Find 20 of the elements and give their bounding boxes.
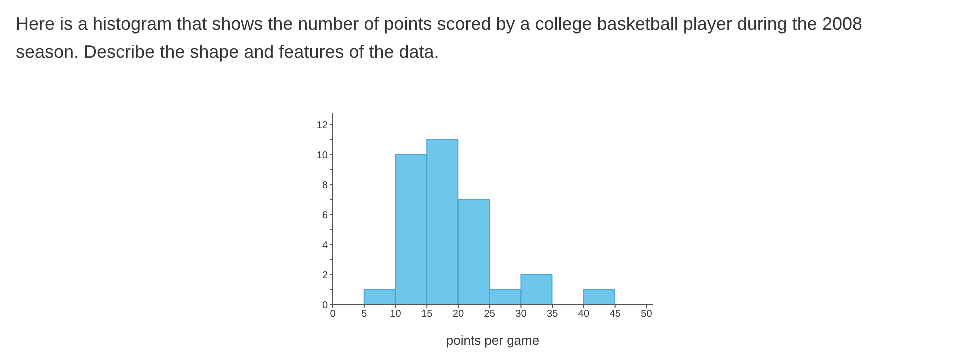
x-tick-label: 40 [578,309,590,320]
y-tick-label: 0 [322,300,328,312]
y-tick-label: 4 [322,240,328,252]
y-tick-label: 12 [316,120,328,132]
x-tick-label: 45 [610,309,622,320]
x-axis-title: points per game [446,333,540,348]
x-tick-label: 0 [330,309,336,320]
x-tick-label: 5 [362,309,368,320]
x-tick-label: 30 [516,309,528,320]
y-tick-label: 2 [322,270,328,282]
y-tick-label: 8 [322,180,328,192]
x-tick-label: 10 [390,309,402,320]
y-tick-label: 6 [322,210,328,222]
chart-title: Here is a histogram that shows the number of points scored by a college basketball player during the 2008 season. Describe the shape and features of the data. [16,13,864,64]
x-tick-label: 20 [452,309,464,320]
x-tick-label: 50 [641,309,653,320]
x-tick-label: 15 [422,309,434,320]
y-tick-label: 10 [316,150,328,162]
x-tick-label: 25 [484,309,496,320]
x-tick-label: 35 [547,309,559,320]
